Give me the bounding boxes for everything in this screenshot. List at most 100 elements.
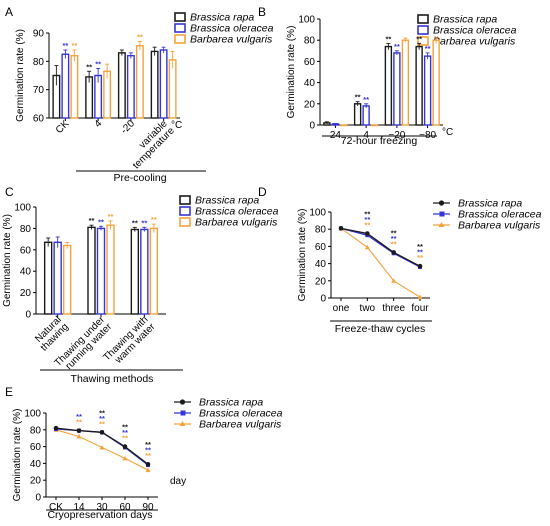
y-tick-label: 0 [35,493,41,504]
significance-mark: ** [86,62,92,71]
y-tick-label: 20 [30,476,42,487]
legend-label: Brassica oleracea [458,209,542,221]
x-axis-title: Pre-cooling [113,172,166,184]
legend-swatch [179,195,191,205]
y-tick-label: 60 [304,57,316,68]
significance-mark: ** [151,215,157,224]
significance-mark: ** [137,33,143,42]
significance-mark: ** [99,408,105,417]
y-tick-label: 100 [298,15,315,26]
x-tick-label: -20 [119,118,137,136]
legend-marker [180,410,186,416]
y-axis-title: Germination rate (%) [297,209,308,302]
x-unit-label: °C [442,127,453,138]
bar [370,124,379,127]
data-point [145,461,151,467]
significance-mark: ** [364,210,370,219]
data-point [391,250,396,255]
x-tick-label: −80 [419,130,436,141]
legend-label: Brassica rapa [458,198,522,210]
significance-mark: ** [364,215,370,224]
panel-label-a: A [5,5,13,19]
significance-mark: ** [425,44,431,53]
bar [149,227,159,315]
bar [43,241,53,315]
series-line [55,429,149,471]
significance-mark: ** [62,41,68,50]
significance-mark: ** [145,451,151,460]
x-axis-title: Cryopreservation days [47,509,152,521]
data-point [391,278,397,283]
bar [62,244,72,315]
bar [96,227,106,315]
bar [106,224,115,315]
y-tick-label: 60 [30,442,42,453]
significance-mark: ** [99,419,105,428]
bar [70,54,79,119]
y-tick-label: 100 [309,208,326,219]
significance-mark: ** [363,95,369,104]
x-tick-label: 4 [363,130,369,141]
significance-mark: ** [89,216,95,225]
bar [126,54,135,119]
data-point [122,455,128,461]
panel-label-e: E [5,385,13,399]
data-point [365,231,370,236]
x-tick-label: 90 [142,502,154,513]
y-axis-title: Germination rate (%) [286,26,297,119]
x-tick-label: 14 [73,502,85,513]
significance-mark: ** [391,234,397,243]
y-tick-label: 80 [30,425,42,436]
bar [353,103,362,126]
significance-mark: ** [417,242,423,251]
legend-marker [439,211,445,217]
x-tick-label: Thawing withwarm water [101,314,158,371]
y-tick-label: 40 [30,459,42,470]
y-tick-label: 40 [20,267,32,278]
y-tick-label: 20 [20,288,32,299]
bar [159,49,168,119]
legend-label: Brassica rapa [195,195,259,207]
bar [61,53,70,119]
legend-swatch [179,217,191,227]
data-point [417,294,423,300]
significance-mark: ** [99,414,105,423]
legend-label: Brassica oleracea [190,23,274,35]
legend-swatch [174,23,186,33]
bar [85,76,94,119]
x-unit-label: day [170,476,186,487]
x-tick-label: four [411,303,429,314]
data-point [99,444,105,450]
y-tick-label: 0 [25,310,31,321]
x-tick-label: two [360,303,376,314]
bar [432,39,440,126]
data-point [122,444,128,449]
x-axis-title: 72-hour freezing [341,135,418,147]
significance-mark: ** [71,41,77,50]
significance-mark: ** [122,434,128,443]
y-tick-label: 40 [304,78,316,89]
bar [384,45,393,126]
panel-label-d: D [258,185,267,199]
significance-mark: ** [76,412,82,421]
bar [340,124,348,127]
legend-marker [438,222,445,227]
significance-mark: ** [417,253,423,262]
significance-mark: ** [95,59,101,68]
legend-label: Barbarea vulgaris [199,419,282,431]
panel-label-b: B [258,5,266,19]
legend-marker [179,399,186,405]
legend-swatch [174,12,186,22]
legend-label: Barbarea vulgaris [458,220,541,232]
significance-mark: ** [394,42,400,51]
bar [150,50,159,119]
x-tick-label: CK [54,118,72,136]
legend-swatch [417,36,429,46]
bar [401,39,410,126]
chart-a: 60 70 80 90 Germination rate (%) Pre-cooling °… [15,12,274,185]
legend-swatch [417,14,429,24]
y-tick-label: 60 [315,242,327,253]
legend-label: Brassica oleracea [195,206,279,218]
data-point [417,263,423,269]
